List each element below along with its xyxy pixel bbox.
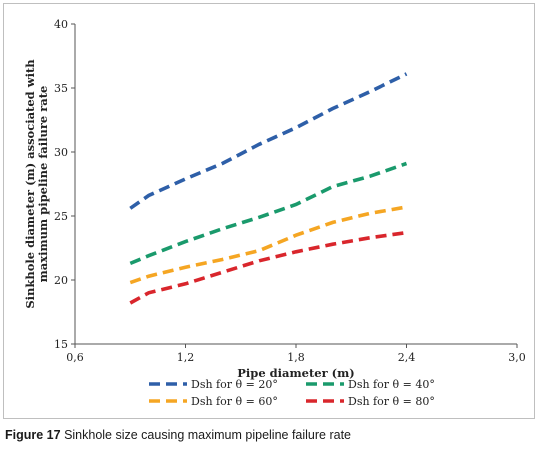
y-axis-title: Sinkhole diameter (m) associated withmax… bbox=[23, 59, 50, 309]
chart-figure: 15 20 25 30 35 40 0,6 1,2 1,8 2,4 3,0 Pipe diameter… bbox=[3, 3, 535, 419]
legend-label-4: Dsh for θ = 80° bbox=[348, 395, 435, 408]
axes: 15 20 25 30 35 40 0,6 1,2 1,8 2,4 3,0 Pipe diameter… bbox=[23, 18, 526, 380]
x-tick-label: 1,8 bbox=[287, 351, 305, 364]
y-axis-title-line: Sinkhole diameter (m) associated with bbox=[23, 59, 37, 309]
y-tick-label: 15 bbox=[54, 338, 68, 351]
legend-label-3: Dsh for θ = 60° bbox=[191, 395, 278, 408]
y-tick-label: 35 bbox=[54, 82, 68, 95]
y-tick-label: 25 bbox=[54, 210, 68, 223]
series-line-4 bbox=[129, 230, 407, 305]
series-line-3 bbox=[129, 205, 407, 285]
figure-caption: Figure 17 Sinkhole size causing maximum … bbox=[5, 428, 535, 442]
series-line-2 bbox=[129, 161, 408, 266]
x-tick-label: 0,6 bbox=[66, 351, 84, 364]
x-tick-label: 2,4 bbox=[398, 351, 416, 364]
y-tick-label: 40 bbox=[54, 18, 68, 31]
legend-label-1: Dsh for θ = 20° bbox=[191, 378, 278, 391]
x-tick-label: 1,2 bbox=[177, 351, 195, 364]
caption-label: Figure 17 bbox=[5, 428, 61, 442]
y-axis-title-line: maximum pipeline failure rate bbox=[36, 86, 50, 283]
series-lines bbox=[129, 72, 408, 305]
legend: Dsh for θ = 20° Dsh for θ = 40° Dsh for θ … bbox=[149, 378, 435, 408]
caption-text: Sinkhole size causing maximum pipeline f… bbox=[64, 428, 352, 442]
series-line-1 bbox=[129, 72, 408, 210]
y-tick-label: 20 bbox=[54, 274, 68, 287]
x-tick-label: 3,0 bbox=[508, 351, 526, 364]
legend-label-2: Dsh for θ = 40° bbox=[348, 378, 435, 391]
y-tick-label: 30 bbox=[54, 146, 68, 159]
x-axis-title: Pipe diameter (m) bbox=[237, 366, 354, 380]
line-chart: 15 20 25 30 35 40 0,6 1,2 1,8 2,4 3,0 Pipe diameter… bbox=[23, 18, 526, 408]
